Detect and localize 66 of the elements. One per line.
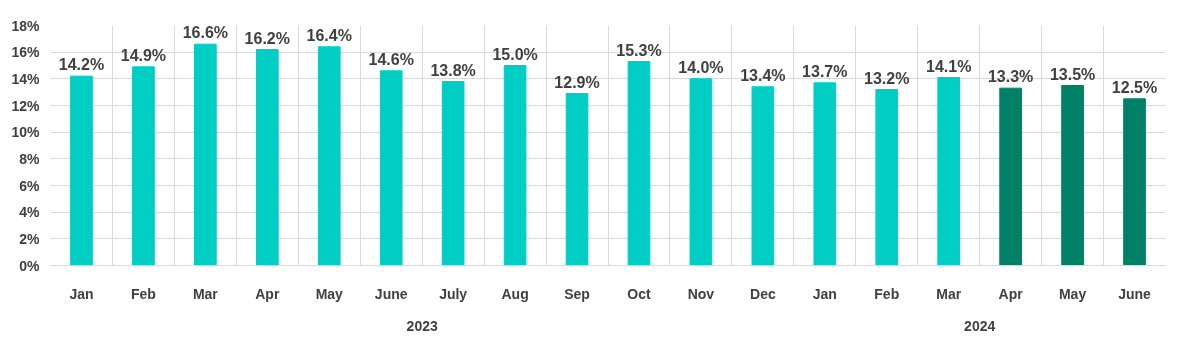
x-tick-label: Feb	[874, 285, 900, 302]
y-tick-label: 4%	[19, 204, 41, 221]
bar	[255, 49, 279, 266]
bar	[937, 77, 961, 266]
x-tick-label: July	[439, 285, 468, 302]
y-tick-label: 6%	[19, 177, 41, 194]
x-tick-label: Nov	[687, 285, 715, 302]
y-tick-label: 8%	[19, 150, 41, 167]
x-tick-label: Aug	[501, 285, 529, 302]
bar	[627, 61, 651, 266]
data-label: 13.4%	[740, 66, 786, 84]
x-tick-label: Jan	[812, 285, 837, 302]
x-tick-label: Sep	[564, 285, 590, 302]
x-tick-label: Jan	[69, 285, 94, 302]
data-label: 13.7%	[802, 62, 848, 80]
x-tick-label: May	[315, 285, 344, 302]
x-tick-label: Mar	[192, 285, 219, 302]
y-tick-label: 18%	[11, 17, 41, 34]
y-tick-label: 14%	[11, 70, 41, 87]
x-tick-label: Mar	[936, 285, 962, 302]
data-label: 16.4%	[306, 26, 352, 44]
x-tick-label: Apr	[255, 285, 280, 302]
x-tick-label: Dec	[750, 285, 776, 302]
data-label: 14.1%	[926, 57, 972, 75]
x-tick-label: Apr	[998, 285, 1024, 302]
data-label: 12.9%	[554, 73, 600, 91]
text: 2024	[964, 317, 996, 334]
data-label: 15.0%	[492, 45, 538, 63]
y-tick-label: 2%	[19, 230, 41, 247]
bar	[132, 66, 155, 266]
bar	[317, 46, 341, 266]
data-label: 15.3%	[616, 41, 662, 59]
data-label: 14.6%	[368, 50, 414, 68]
data-label: 14.9%	[120, 46, 167, 64]
data-label: 13.5%	[1049, 65, 1096, 83]
bar	[503, 65, 527, 266]
bar	[689, 78, 713, 266]
bar	[1061, 85, 1084, 266]
data-label: 16.6%	[182, 24, 229, 42]
bar	[999, 87, 1022, 266]
bar	[379, 70, 403, 266]
bar	[751, 86, 775, 266]
data-label: 14.0%	[678, 58, 724, 76]
data-label: 13.8%	[430, 61, 476, 79]
data-label: 12.5%	[1111, 78, 1158, 96]
x-tick-label: Oct	[627, 285, 651, 302]
bar	[70, 75, 93, 266]
x-tick-label: June	[374, 285, 408, 302]
y-tick-label: 0%	[19, 257, 41, 274]
text: 2023	[406, 317, 438, 334]
bar	[1123, 98, 1146, 266]
bar	[441, 81, 465, 266]
y-tick-label: 12%	[11, 97, 41, 114]
x-tick-label: June	[1118, 285, 1152, 302]
y-tick-label: 16%	[11, 44, 41, 61]
data-label: 16.2%	[244, 29, 290, 47]
x-tick-label: Feb	[130, 285, 156, 302]
y-tick-label: 10%	[11, 124, 41, 141]
bar	[875, 89, 899, 266]
data-label: 13.3%	[987, 68, 1034, 86]
bar	[194, 43, 217, 266]
x-tick-label: May	[1058, 285, 1087, 302]
bar	[813, 82, 837, 266]
data-label: 14.2%	[58, 56, 105, 74]
data-label: 13.2%	[864, 69, 910, 87]
bar	[565, 93, 589, 266]
